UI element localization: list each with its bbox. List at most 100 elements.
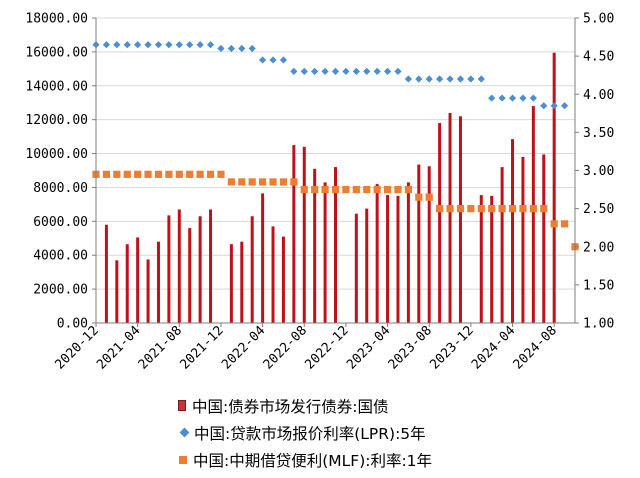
legend-label-treasury: 中国:债券市场发行债券:国债 <box>192 397 389 416</box>
bar <box>125 244 129 323</box>
mlf-marker <box>154 170 163 178</box>
mlf-marker <box>550 220 558 228</box>
lpr-marker <box>383 67 392 75</box>
lpr-marker <box>446 75 454 83</box>
left-y-tick-label: 4000.00 <box>33 249 88 264</box>
mlf-marker <box>498 205 506 213</box>
mlf-marker <box>279 178 288 186</box>
legend-item-mlf: 中国:中期借贷便利(MLF):利率:1年 <box>178 446 432 473</box>
lpr-marker <box>477 75 485 83</box>
bar <box>209 209 213 323</box>
bar <box>448 112 452 323</box>
left-y-tick-label: 8000.00 <box>33 181 88 196</box>
mlf-marker <box>290 178 298 186</box>
lpr-marker <box>311 67 319 75</box>
lpr-marker <box>113 41 121 49</box>
bar <box>167 215 171 323</box>
bar <box>229 244 233 323</box>
mlf-marker <box>196 170 204 178</box>
mlf-marker <box>425 193 433 201</box>
bar <box>302 146 306 323</box>
lpr-marker <box>206 41 215 49</box>
right-y-tick-label: 4.00 <box>583 88 614 103</box>
lpr-marker <box>498 94 506 102</box>
lpr-marker <box>415 75 423 83</box>
mlf-marker <box>186 170 194 178</box>
right-y-tick-labels: 1.00 1.50 2.00 2.50 3.00 3.50 4.00 4.50 5.00 <box>583 12 614 332</box>
lpr-marker <box>144 41 152 49</box>
lpr-marker <box>238 44 246 53</box>
lpr-marker <box>467 75 475 83</box>
bar <box>104 224 108 323</box>
mlf-marker <box>248 178 256 186</box>
legend-bar-swatch <box>178 400 186 411</box>
mlf-marker <box>217 170 225 178</box>
lpr-marker <box>363 67 371 75</box>
mlf-marker <box>227 178 235 186</box>
bar <box>354 213 358 323</box>
lpr-marker <box>134 41 142 49</box>
bar <box>531 106 535 323</box>
x-tick-label: 2021-12 <box>177 323 226 372</box>
mlf-marker <box>560 220 569 228</box>
mlf-marker <box>467 205 475 213</box>
lpr-marker <box>394 67 402 75</box>
lpr-marker <box>425 75 433 83</box>
right-y-tick-label: 4.50 <box>583 50 614 65</box>
mlf-marker <box>456 205 465 213</box>
mlf-marker <box>436 205 444 213</box>
left-y-tick-label: 14000.00 <box>25 79 88 94</box>
left-y-tick-label: 12000.00 <box>25 113 88 128</box>
x-tick-label: 2022-08 <box>261 323 310 372</box>
mlf-marker <box>259 178 267 186</box>
lpr-marker <box>331 67 340 75</box>
x-tick-label: 2024-04 <box>469 323 518 372</box>
lpr-5y-markers <box>92 41 569 110</box>
mlf-marker <box>134 170 142 178</box>
mlf-marker <box>331 185 340 194</box>
lpr-marker <box>519 94 527 102</box>
bar <box>521 156 525 323</box>
right-y-tick-label: 1.50 <box>583 278 614 293</box>
bar <box>313 168 317 323</box>
legend-label-mlf: 中国:中期借贷便利(MLF):利率:1年 <box>193 451 433 470</box>
bar <box>386 195 390 323</box>
mlf-marker <box>269 178 277 186</box>
legend-square-swatch <box>179 455 187 464</box>
lpr-marker <box>300 67 308 75</box>
lpr-marker <box>321 67 329 75</box>
mlf-marker <box>394 185 402 194</box>
left-y-tick-label: 6000.00 <box>33 215 88 230</box>
gridlines <box>96 17 575 290</box>
right-y-tick-label: 1.00 <box>583 317 614 332</box>
legend: 中国:债券市场发行债券:国债 中国:贷款市场报价利率(LPR):5年 中国:中期… <box>178 392 432 473</box>
bar <box>511 139 515 323</box>
lpr-marker <box>175 41 183 49</box>
bar <box>396 195 400 323</box>
x-tick-label: 2023-08 <box>386 323 435 372</box>
mlf-marker <box>383 185 392 194</box>
lpr-marker <box>248 44 256 53</box>
mlf-marker <box>477 205 485 213</box>
x-tick-label: 2023-04 <box>344 323 393 372</box>
bar <box>427 166 431 323</box>
lpr-marker <box>123 41 131 49</box>
bar <box>281 236 285 323</box>
lpr-marker <box>404 75 412 83</box>
left-y-tick-label: 0.00 <box>57 317 88 332</box>
mlf-marker <box>206 170 215 178</box>
lpr-marker <box>269 56 277 64</box>
mlf-marker <box>300 185 308 194</box>
mlf-marker <box>342 185 350 194</box>
bar <box>198 216 202 323</box>
bar <box>458 116 462 324</box>
legend-item-treasury: 中国:债券市场发行债券:国债 <box>178 392 432 419</box>
left-y-tick-label: 18000.00 <box>25 12 88 27</box>
bar <box>323 182 327 323</box>
bar <box>146 259 150 323</box>
bar <box>240 241 244 323</box>
mlf-marker <box>540 205 548 213</box>
bar <box>479 195 483 323</box>
right-y-tick-label: 3.50 <box>583 126 614 141</box>
mlf-marker <box>113 170 121 178</box>
